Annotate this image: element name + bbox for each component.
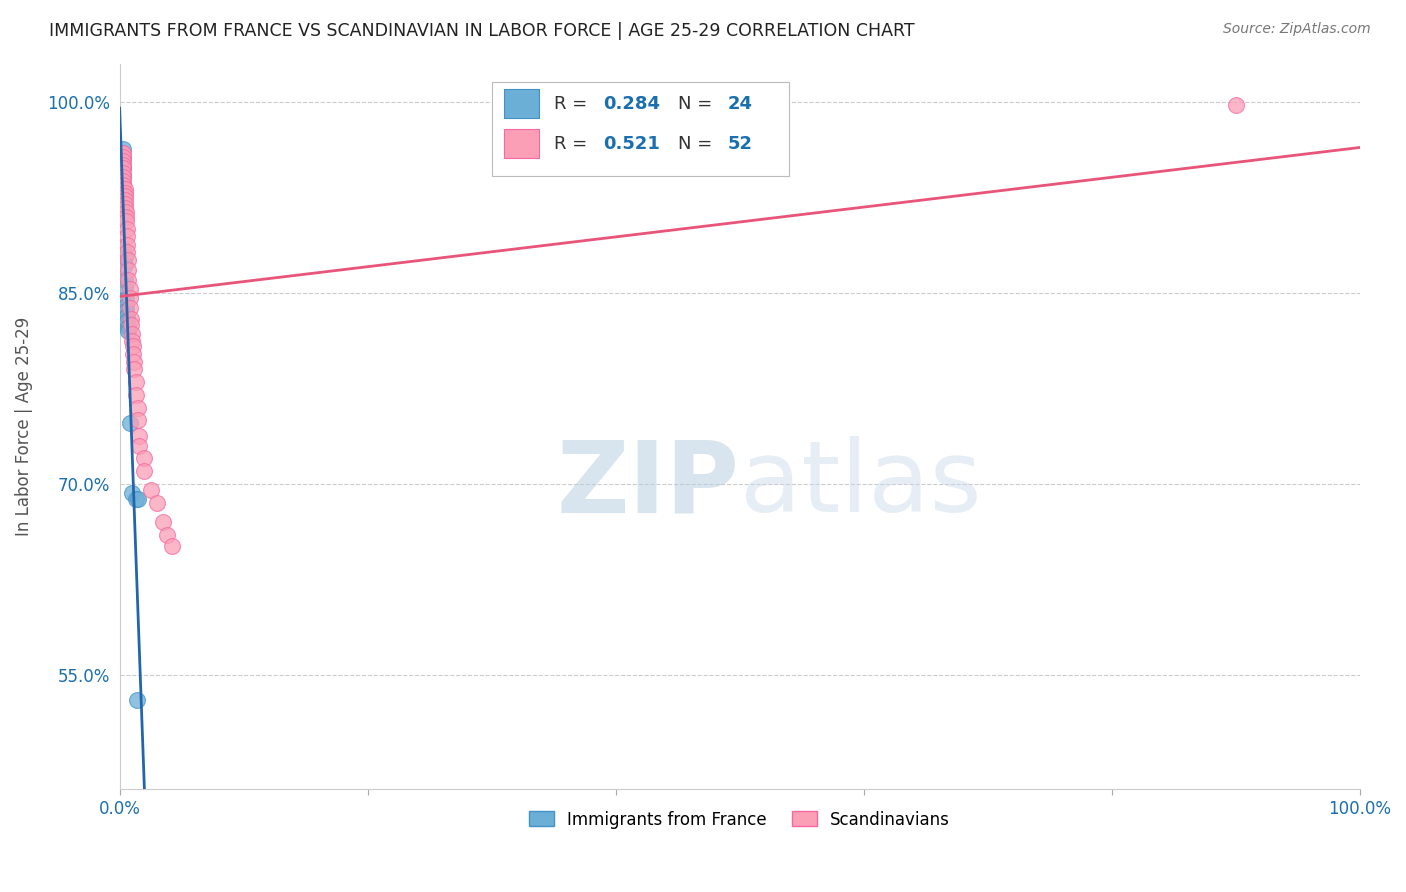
Point [114,273,136,287]
Point [124,355,146,369]
Point [120,311,142,326]
Point [115,222,138,236]
Point [118,291,141,305]
Point [112,166,135,180]
Point [127,401,149,415]
Point [117,263,139,277]
Point [118,416,141,430]
Point [112,197,135,211]
Text: ZIP: ZIP [557,436,740,533]
Point [134,464,156,478]
Text: 0.521: 0.521 [603,135,659,153]
Point [112,161,135,176]
Point [127,413,149,427]
Point [152,515,174,529]
Point [114,201,136,215]
Point [112,142,135,156]
Point [115,237,138,252]
Point [118,282,141,296]
Legend: Immigrants from France, Scandinavians: Immigrants from France, Scandinavians [522,804,957,835]
Point [1225,97,1247,112]
Point [117,273,139,287]
Point [134,451,156,466]
Point [114,193,136,207]
FancyBboxPatch shape [503,129,538,159]
Point [114,186,136,200]
Text: Source: ZipAtlas.com: Source: ZipAtlas.com [1223,22,1371,37]
Point [114,210,136,224]
Point [117,320,139,334]
Point [156,528,179,542]
Point [112,178,135,192]
Point [122,347,145,361]
Point [112,169,135,183]
Point [112,174,135,188]
Point [114,204,136,219]
Point [114,299,136,313]
Point [112,170,135,185]
Point [112,153,135,168]
Point [114,258,136,272]
Point [111,146,134,161]
Point [125,492,148,507]
Point [115,314,138,328]
Point [120,318,142,332]
Point [112,151,135,165]
Point [114,213,136,227]
Point [121,326,143,341]
Point [128,428,150,442]
Point [115,245,138,260]
Point [112,146,135,161]
Point [112,178,135,192]
Point [128,439,150,453]
Point [124,362,146,376]
Point [117,324,139,338]
Text: atlas: atlas [740,436,981,533]
Point [121,334,143,349]
Point [114,293,136,307]
Point [114,189,136,203]
Text: N =: N = [678,135,717,153]
Point [114,251,136,265]
Point [127,492,149,507]
Point [115,228,138,243]
Point [112,150,135,164]
Text: R =: R = [554,95,592,113]
Point [112,161,135,176]
Point [114,182,136,196]
Point [112,157,135,171]
FancyBboxPatch shape [503,89,538,119]
Point [125,375,148,389]
Point [139,483,162,498]
Point [146,496,169,510]
Point [122,339,145,353]
Text: 52: 52 [727,135,752,153]
Point [115,309,138,323]
Point [114,279,136,293]
Y-axis label: In Labor Force | Age 25-29: In Labor Force | Age 25-29 [15,317,32,536]
Point [125,693,148,707]
FancyBboxPatch shape [492,82,789,177]
Point [117,252,139,267]
Point [121,485,143,500]
Point [112,242,135,256]
Text: 0.284: 0.284 [603,95,661,113]
Text: IMMIGRANTS FROM FRANCE VS SCANDINAVIAN IN LABOR FORCE | AGE 25-29 CORRELATION CH: IMMIGRANTS FROM FRANCE VS SCANDINAVIAN I… [49,22,915,40]
Point [114,197,136,211]
Point [111,151,134,165]
Point [118,301,141,316]
Text: N =: N = [678,95,717,113]
Text: 24: 24 [727,95,752,113]
Point [125,388,148,402]
Text: R =: R = [554,135,592,153]
Point [112,186,135,201]
Point [160,539,183,553]
Point [114,304,136,318]
